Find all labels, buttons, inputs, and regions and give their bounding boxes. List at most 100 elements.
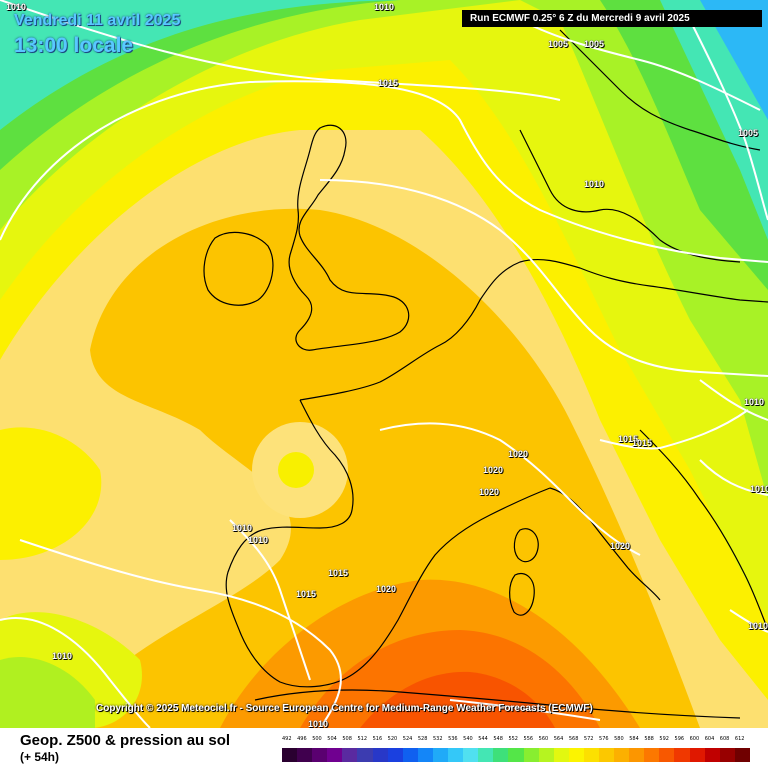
scale-label: 548 bbox=[493, 736, 503, 742]
scale-label: 520 bbox=[387, 736, 398, 742]
isobar-label: 1020 bbox=[479, 487, 500, 497]
scale-swatch bbox=[478, 748, 494, 762]
isobar-1010-iberia bbox=[229, 519, 311, 681]
band-564-west bbox=[0, 427, 102, 560]
isobar-1010-east bbox=[699, 379, 768, 421]
scale-label: 512 bbox=[357, 736, 368, 742]
isobar-1015-north bbox=[0, 80, 768, 263]
legend-title: Geop. Z500 & pression au sol bbox=[20, 732, 231, 749]
isobar-label: 1015 bbox=[632, 438, 653, 448]
isobar-label: 1010 bbox=[750, 484, 768, 494]
scale-swatch bbox=[282, 748, 298, 762]
isobar-1010-north bbox=[0, 0, 561, 101]
adriatic-coast bbox=[639, 429, 768, 631]
scale-swatch bbox=[614, 748, 630, 762]
isobar-label: 1020 bbox=[508, 449, 529, 459]
continent-north-coast bbox=[299, 258, 768, 401]
iberia-outline bbox=[225, 399, 551, 688]
scale-label: 588 bbox=[644, 736, 654, 742]
scale-swatch bbox=[659, 748, 675, 762]
scale-swatch bbox=[704, 748, 720, 762]
sardinia-outline bbox=[509, 573, 535, 616]
legend-bar: Geop. Z500 & pression au sol (+ 54h) 492… bbox=[0, 728, 768, 768]
corsica-outline bbox=[513, 528, 539, 563]
scale-swatch bbox=[568, 748, 584, 762]
scale-label: 492 bbox=[282, 736, 292, 742]
scale-label: 508 bbox=[342, 736, 352, 742]
scale-swatch bbox=[448, 748, 464, 762]
coastlines bbox=[203, 29, 768, 719]
isobar-1015-north-inner bbox=[319, 179, 768, 377]
scale-swatch bbox=[719, 748, 735, 762]
scale-swatch bbox=[644, 748, 660, 762]
isobar-label: 1015 bbox=[378, 78, 399, 88]
scale-label: 532 bbox=[432, 736, 443, 742]
scale-swatch bbox=[689, 748, 705, 762]
scale-swatch bbox=[523, 748, 539, 762]
isobar-label: 1020 bbox=[376, 584, 397, 594]
scale-label: 528 bbox=[417, 736, 428, 742]
isobar-1015-italy bbox=[599, 409, 749, 450]
scale-swatch bbox=[598, 748, 615, 762]
isobar-label: 1010 bbox=[248, 535, 269, 545]
norway-coast bbox=[559, 29, 761, 151]
scale-swatch bbox=[312, 748, 328, 762]
scale-swatch bbox=[297, 748, 313, 762]
isobar-label: 1015 bbox=[618, 434, 639, 444]
band-576 bbox=[60, 208, 700, 728]
scale-swatch bbox=[538, 748, 554, 762]
scale-label: 536 bbox=[448, 736, 458, 742]
band-556-southwest bbox=[0, 656, 95, 728]
scale-label: 568 bbox=[568, 736, 579, 742]
isobar-label: 1010 bbox=[744, 397, 765, 407]
isobar-label: 1010 bbox=[308, 719, 329, 728]
scale-label: 540 bbox=[463, 736, 473, 742]
copyright-notice: Copyright © 2025 Meteociel.fr - Source E… bbox=[96, 703, 593, 714]
scale-label: 516 bbox=[372, 736, 383, 742]
color-scale-swatches bbox=[282, 748, 750, 762]
scale-label: 600 bbox=[689, 736, 700, 742]
isobar-label: 1020 bbox=[483, 465, 504, 475]
scale-swatch bbox=[372, 748, 388, 762]
scale-label: 572 bbox=[583, 736, 594, 742]
isobar-label: 1010 bbox=[748, 621, 768, 631]
scale-label: 544 bbox=[478, 736, 488, 742]
scale-label: 524 bbox=[402, 736, 413, 742]
isobar-1010-africa bbox=[449, 699, 601, 721]
isobar-label: 1010 bbox=[52, 651, 73, 661]
isobar-label: 1015 bbox=[296, 589, 317, 599]
color-scale-labels: 492 496 500 504 508 512 516 520 524 528 532 536 540 5… bbox=[282, 736, 750, 746]
scale-label: 500 bbox=[312, 736, 322, 742]
scale-swatch bbox=[463, 748, 479, 762]
forecast-time: 13:00 locale bbox=[14, 34, 134, 57]
scale-swatch bbox=[508, 748, 524, 762]
isobar-1015-south bbox=[19, 539, 342, 728]
scale-swatch bbox=[342, 748, 358, 762]
isobar-1020-main bbox=[379, 422, 641, 556]
scale-label: 612 bbox=[734, 736, 745, 742]
forecast-map: 1010 1010 1015 1005 1005 1005 1010 1020 … bbox=[0, 0, 768, 728]
scale-label: 560 bbox=[538, 736, 549, 742]
scale-swatch bbox=[583, 748, 599, 762]
isobar-label: 1010 bbox=[6, 2, 27, 12]
isobar-1010-balkan bbox=[699, 459, 768, 496]
isobar-label: 1020 bbox=[610, 541, 631, 551]
great-britain-outline bbox=[288, 124, 410, 351]
scale-label: 580 bbox=[614, 736, 624, 742]
scale-swatch bbox=[553, 748, 569, 762]
scale-swatch bbox=[493, 748, 509, 762]
scale-label: 564 bbox=[553, 736, 564, 742]
legend-subtitle: (+ 54h) bbox=[20, 750, 60, 764]
scale-swatch bbox=[387, 748, 403, 762]
isobar-1010-southwest bbox=[0, 617, 151, 728]
band-564-cell bbox=[278, 452, 314, 488]
scale-swatch bbox=[674, 748, 690, 762]
scale-swatch bbox=[734, 748, 750, 762]
scale-label: 552 bbox=[508, 736, 518, 742]
ireland-outline bbox=[203, 231, 274, 306]
isobars bbox=[0, 0, 768, 728]
isobar-1005-east bbox=[689, 19, 768, 221]
isobar-label: 1010 bbox=[374, 2, 395, 12]
scale-label: 608 bbox=[719, 736, 730, 742]
